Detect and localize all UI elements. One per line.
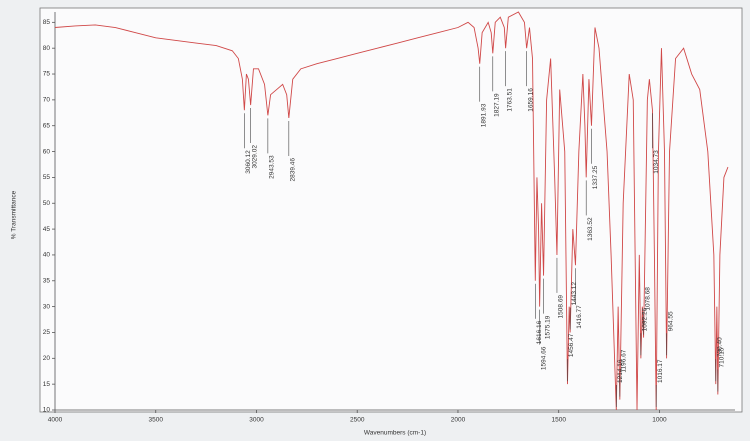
peak-label: 1456.47: [568, 333, 575, 357]
peak-label: 1016.17: [657, 359, 664, 383]
x-tick-label: 3000: [249, 417, 264, 424]
y-axis-label: % Transmittance: [11, 190, 18, 239]
y-tick-label: 85: [43, 19, 51, 26]
x-tick-label: 4000: [48, 417, 63, 424]
peak-label: 1891.93: [480, 103, 487, 127]
peak-label: 1092.26: [642, 307, 649, 331]
plot-area: [39, 7, 743, 413]
peak-label: 710.15: [719, 347, 726, 367]
x-axis-label: Wavenumbers (cm-1): [364, 430, 426, 437]
x-tick-label: 1500: [551, 417, 566, 424]
x-tick-label: 2500: [350, 417, 365, 424]
peak-label: 1763.51: [506, 88, 513, 112]
y-tick-label: 25: [43, 329, 51, 336]
y-tick-label: 30: [43, 303, 51, 310]
peak-label: 2943.53: [269, 155, 276, 179]
peak-label: 1078.68: [644, 287, 651, 311]
y-tick-label: 55: [43, 174, 51, 181]
peak-label: 1034.73: [653, 150, 660, 174]
x-tick-label: 2000: [451, 417, 466, 424]
y-tick-label: 45: [43, 226, 51, 233]
y-tick-label: 70: [43, 97, 51, 104]
spectrum-line: [54, 11, 729, 411]
x-tick-label: 3500: [149, 417, 164, 424]
peak-label: 1594.66: [540, 346, 547, 370]
peak-label: 964.55: [667, 311, 674, 331]
peak-label: 1827.19: [493, 93, 500, 117]
y-tick-label: 10: [43, 407, 51, 414]
peak-label: 1363.52: [587, 217, 594, 241]
y-tick-label: 35: [43, 277, 51, 284]
peak-label: 1659.16: [527, 88, 534, 112]
peak-label: 1575.19: [544, 315, 551, 339]
y-tick-label: 80: [43, 45, 51, 52]
y-tick-label: 40: [43, 252, 51, 259]
x-tick-label: 1000: [652, 417, 667, 424]
y-tick-label: 15: [43, 381, 51, 388]
y-tick-label: 75: [43, 71, 51, 78]
peak-label: 720.40: [716, 337, 723, 357]
peak-label: 2839.46: [290, 158, 297, 182]
y-tick-label: 65: [43, 122, 51, 129]
peak-label: 1196.67: [621, 349, 628, 372]
y-tick-label: 50: [43, 200, 51, 207]
peak-label: 1508.69: [558, 295, 565, 319]
peak-label: 3029.02: [251, 145, 258, 169]
y-tick-label: 60: [43, 148, 51, 155]
peak-label: 1416.77: [576, 305, 583, 329]
peak-label: 3060.12: [245, 150, 252, 174]
peak-label: 1214.16: [617, 359, 624, 383]
peak-label: 1337.25: [592, 165, 599, 189]
y-tick-label: 20: [43, 355, 51, 362]
peak-label: 1443.12: [571, 282, 578, 306]
